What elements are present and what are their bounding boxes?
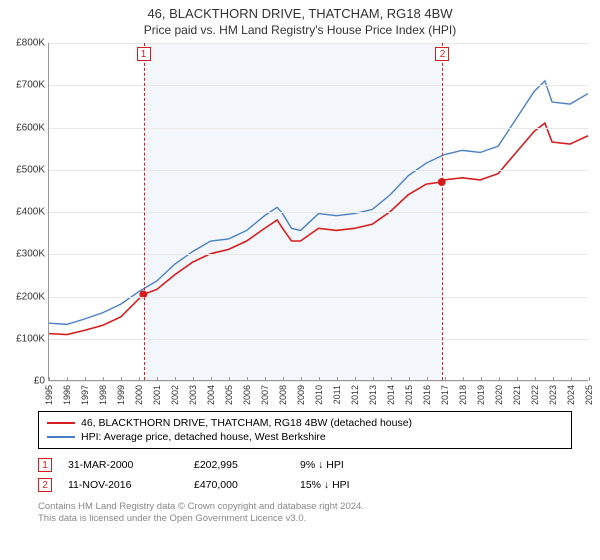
x-tick-label: 2010 xyxy=(314,385,324,405)
sale-date: 31-MAR-2000 xyxy=(68,459,178,471)
x-tick-label: 2012 xyxy=(350,385,360,405)
gridline xyxy=(49,297,588,298)
legend-swatch xyxy=(47,422,75,424)
x-tick-label: 2024 xyxy=(566,385,576,405)
x-tick-label: 2002 xyxy=(170,385,180,405)
x-tick-label: 2019 xyxy=(476,385,486,405)
x-tick-label: 2001 xyxy=(152,385,162,405)
x-tick-label: 2021 xyxy=(512,385,522,405)
x-tick-label: 2006 xyxy=(242,385,252,405)
y-tick-label: £700K xyxy=(16,80,49,91)
chart-area: £0£100K£200K£300K£400K£500K£600K£700K£80… xyxy=(48,43,588,403)
sale-row-marker: 1 xyxy=(38,458,52,472)
sale-vs-hpi: 9% ↓ HPI xyxy=(300,459,410,471)
x-tick-label: 2025 xyxy=(584,385,594,405)
y-tick-label: £300K xyxy=(16,249,49,260)
legend: 46, BLACKTHORN DRIVE, THATCHAM, RG18 4BW… xyxy=(38,411,572,449)
sale-row: 2 11-NOV-2016 £470,000 15% ↓ HPI xyxy=(38,475,572,495)
x-tick-label: 1996 xyxy=(62,385,72,405)
gridline xyxy=(49,128,588,129)
x-tick-label: 2020 xyxy=(494,385,504,405)
x-tick-label: 1999 xyxy=(116,385,126,405)
y-tick-label: £200K xyxy=(16,291,49,302)
x-tick-label: 2022 xyxy=(530,385,540,405)
plot: £0£100K£200K£300K£400K£500K£600K£700K£80… xyxy=(48,43,588,381)
x-tick-label: 2023 xyxy=(548,385,558,405)
legend-item: HPI: Average price, detached house, West… xyxy=(47,430,563,444)
x-tick-label: 1995 xyxy=(44,385,54,405)
y-tick-label: £100K xyxy=(16,333,49,344)
x-tick xyxy=(589,377,590,381)
sale-row-marker: 2 xyxy=(38,478,52,492)
x-tick-label: 2013 xyxy=(368,385,378,405)
gridline xyxy=(49,212,588,213)
x-tick-label: 1998 xyxy=(98,385,108,405)
sale-date: 11-NOV-2016 xyxy=(68,479,178,491)
y-tick-label: £800K xyxy=(16,38,49,49)
x-tick-label: 2011 xyxy=(332,385,342,404)
x-axis-labels: 1995199619971998199920002001200220032004… xyxy=(48,381,588,403)
sale-price: £470,000 xyxy=(194,479,284,491)
gridline xyxy=(49,43,588,44)
x-tick-label: 2018 xyxy=(458,385,468,405)
sale-vline xyxy=(442,43,443,380)
sales-table: 1 31-MAR-2000 £202,995 9% ↓ HPI 2 11-NOV-2016… xyxy=(38,455,572,495)
x-tick-label: 2004 xyxy=(206,385,216,405)
sale-marker-1: 1 xyxy=(137,47,151,61)
x-tick-label: 1997 xyxy=(80,385,90,405)
gridline xyxy=(49,85,588,86)
x-tick-label: 2003 xyxy=(188,385,198,405)
x-tick-label: 2017 xyxy=(440,385,450,405)
x-tick-label: 2009 xyxy=(296,385,306,405)
footer-line2: This data is licensed under the Open Gov… xyxy=(38,513,572,525)
gridline xyxy=(49,339,588,340)
sale-row: 1 31-MAR-2000 £202,995 9% ↓ HPI xyxy=(38,455,572,475)
gridline xyxy=(49,170,588,171)
legend-label: HPI: Average price, detached house, West… xyxy=(81,431,326,443)
x-tick-label: 2005 xyxy=(224,385,234,405)
chart-title: 46, BLACKTHORN DRIVE, THATCHAM, RG18 4BW xyxy=(0,0,600,21)
sale-marker-2: 2 xyxy=(435,47,449,61)
sale-price: £202,995 xyxy=(194,459,284,471)
y-tick-label: £500K xyxy=(16,164,49,175)
gridline xyxy=(49,254,588,255)
y-tick-label: £600K xyxy=(16,122,49,133)
x-tick-label: 2000 xyxy=(134,385,144,405)
x-tick-label: 2015 xyxy=(404,385,414,405)
sale-vline xyxy=(144,43,145,380)
x-tick-label: 2007 xyxy=(260,385,270,405)
legend-item: 46, BLACKTHORN DRIVE, THATCHAM, RG18 4BW… xyxy=(47,416,563,430)
chart-subtitle: Price paid vs. HM Land Registry's House … xyxy=(0,21,600,43)
footer-attribution: Contains HM Land Registry data © Crown c… xyxy=(38,501,572,526)
y-tick-label: £400K xyxy=(16,207,49,218)
legend-label: 46, BLACKTHORN DRIVE, THATCHAM, RG18 4BW… xyxy=(81,417,412,429)
legend-swatch xyxy=(47,436,75,438)
x-tick-label: 2008 xyxy=(278,385,288,405)
sale-vs-hpi: 15% ↓ HPI xyxy=(300,479,410,491)
x-tick-label: 2014 xyxy=(386,385,396,405)
x-tick-label: 2016 xyxy=(422,385,432,405)
footer-line1: Contains HM Land Registry data © Crown c… xyxy=(38,501,572,513)
